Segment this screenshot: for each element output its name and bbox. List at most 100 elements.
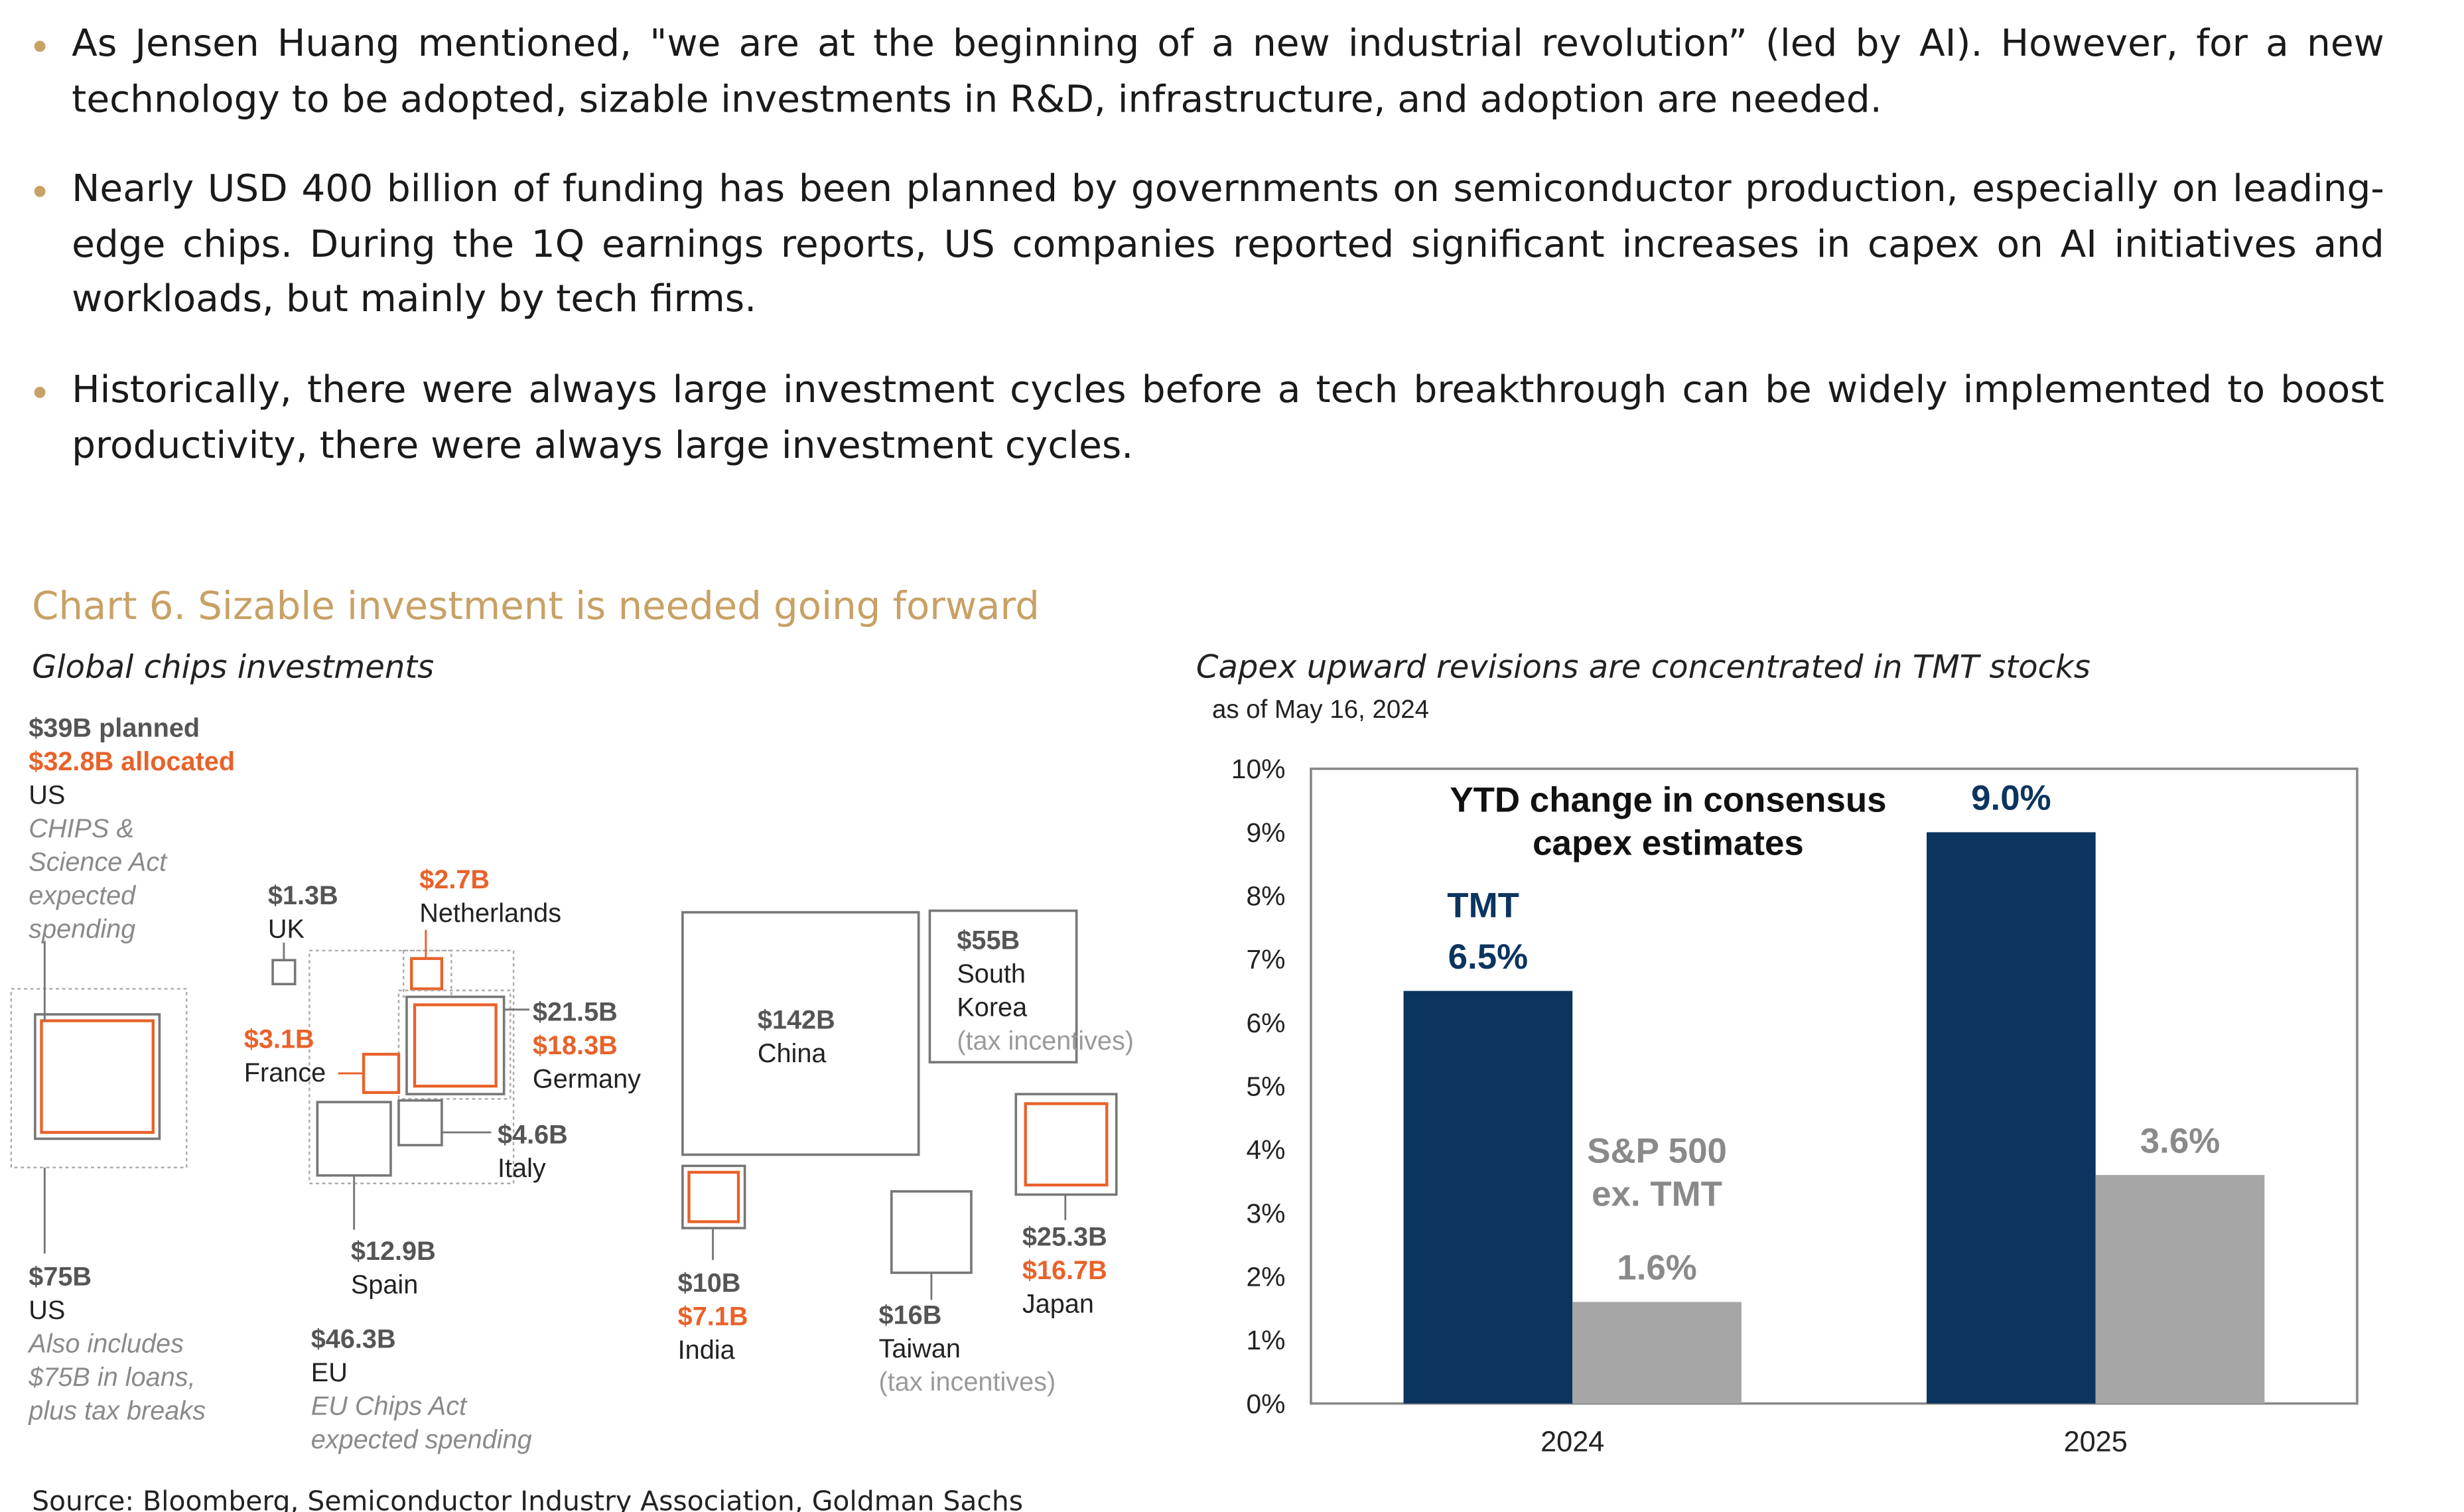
y-tick-label: 8% (1246, 881, 1285, 912)
bullet-box: Nearly USD 400 billion of funding has be… (72, 166, 2384, 321)
region-label: spending (29, 915, 135, 944)
square (1014, 1093, 1118, 1196)
region-label: Also includes (27, 1330, 184, 1359)
region-label: South (957, 959, 1026, 989)
square (40, 1019, 155, 1134)
region-label: CHIPS & (29, 814, 134, 843)
bullet-text: Historically, there were always large in… (72, 366, 2384, 467)
region-label: EU (311, 1358, 348, 1387)
region-label: Netherlands (419, 899, 561, 928)
region-label: $32.8B allocated (29, 747, 235, 776)
chart-title: YTD change in consensus capex estimates (1450, 780, 1887, 863)
region-label: US (29, 1296, 65, 1325)
y-tick-label: 6% (1246, 1008, 1285, 1038)
bullet-box: Historically, there were always large in… (72, 366, 2384, 467)
region-label: plus tax breaks (28, 1397, 206, 1426)
region-label: $10B (678, 1269, 741, 1298)
square (681, 1164, 746, 1229)
bullet-dot (34, 186, 46, 197)
square (681, 911, 920, 1156)
region-label: $16.7B (1022, 1256, 1107, 1285)
region-label: (tax incentives) (879, 1367, 1056, 1397)
y-tick-label: 2% (1246, 1262, 1285, 1292)
bullet-dot (34, 387, 46, 398)
y-tick-label: 3% (1246, 1198, 1285, 1229)
region-label: $46.3B (311, 1324, 396, 1353)
region-label: (tax incentives) (957, 1026, 1134, 1056)
value-label: 9.0% (1971, 779, 2051, 818)
bar (2095, 1175, 2265, 1404)
y-tick-label: 9% (1246, 817, 1285, 848)
region-label: $16B (879, 1300, 942, 1330)
y-tick-label: 5% (1246, 1071, 1285, 1102)
chart-title-box: YTD change in consensus capex estimates (1450, 780, 1887, 863)
square (687, 1170, 740, 1223)
square (928, 909, 1078, 1064)
square (397, 1099, 443, 1146)
chart-note: as of May 16, 2024 (1212, 695, 1429, 724)
region-label: France (244, 1058, 326, 1087)
value-label: 6.5% (1448, 937, 1529, 977)
region-label: $55B (957, 926, 1020, 955)
bar (1572, 1302, 1742, 1404)
bar (1403, 991, 1573, 1404)
region-label: Taiwan (879, 1334, 961, 1363)
exhibit-title: Chart 6. Sizable investment is needed go… (32, 583, 1040, 628)
panel-subtitle: Capex upward revisions are concentrated … (1196, 649, 2090, 686)
region-label: $7.1B (678, 1302, 748, 1332)
region-label: Japan (1022, 1289, 1094, 1318)
region-label: $18.3B (533, 1031, 618, 1060)
region-label: China (758, 1039, 827, 1068)
bullet-text: As Jensen Huang mentioned, "we are at th… (72, 21, 2384, 121)
region-label: $12.9B (351, 1237, 436, 1266)
infographic-shapes (10, 909, 1118, 1300)
region-label: US (29, 781, 65, 810)
bullet-box: As Jensen Huang mentioned, "we are at th… (72, 21, 2384, 121)
region-label: Science Act (29, 848, 168, 877)
infographic-labels: $39B planned $32.8B allocated US CHIPS & Sci… (27, 714, 1134, 1454)
bullet-text: Nearly USD 400 billion of funding has be… (72, 166, 2384, 321)
bar (1927, 832, 2096, 1404)
region-label: India (678, 1336, 736, 1365)
square (413, 1003, 498, 1088)
square (890, 1190, 973, 1274)
y-tick-label: 4% (1246, 1134, 1285, 1165)
square (410, 957, 444, 991)
region-label: $4.6B (498, 1121, 568, 1150)
bullet-dot (34, 40, 46, 52)
series-label-box: TMT (1447, 885, 1519, 926)
square (316, 1101, 392, 1177)
x-tick-label: 2025 (2064, 1426, 2128, 1458)
square (1024, 1102, 1109, 1187)
region-label: $3.1B (244, 1024, 314, 1054)
panel-subtitle: Global chips investments (32, 649, 434, 686)
region-label: $142B (758, 1006, 835, 1035)
region-label: $1.3B (268, 881, 338, 910)
y-tick-label: 7% (1246, 944, 1285, 975)
region-label: $75B (29, 1263, 92, 1292)
region-label: UK (268, 915, 305, 944)
value-label: 3.6% (2140, 1121, 2221, 1160)
region-label: expected spending (311, 1425, 532, 1454)
square (271, 959, 297, 986)
region-label: expected (29, 881, 137, 910)
chart: 0% 1% 2% 3% 4% 5% 6% 7% 8% 9% 10% 2024 6.5% 1.6% 2025 9… (1231, 754, 2265, 1458)
series-label: S&P 500 ex. TMT (1587, 1131, 1727, 1215)
plot-frame (1310, 767, 2359, 1405)
y-tick-label: 10% (1231, 754, 1286, 784)
region-label: Korea (957, 993, 1028, 1022)
outline (397, 989, 512, 1100)
series-label: TMT (1447, 885, 1519, 926)
region-label: $75B in loans, (28, 1363, 195, 1392)
region-label: $25.3B (1022, 1222, 1107, 1251)
y-tick-label: 0% (1246, 1389, 1285, 1419)
value-label: 1.6% (1617, 1249, 1697, 1288)
x-tick-label: 2024 (1540, 1426, 1604, 1458)
region-label: Germany (533, 1065, 641, 1094)
source: Source: Bloomberg, Semiconductor Industr… (32, 1485, 1023, 1512)
y-tick-label: 1% (1246, 1325, 1285, 1355)
series-label-box: S&P 500 ex. TMT (1587, 1131, 1727, 1215)
region-label: Italy (498, 1154, 546, 1183)
square (362, 1052, 401, 1094)
